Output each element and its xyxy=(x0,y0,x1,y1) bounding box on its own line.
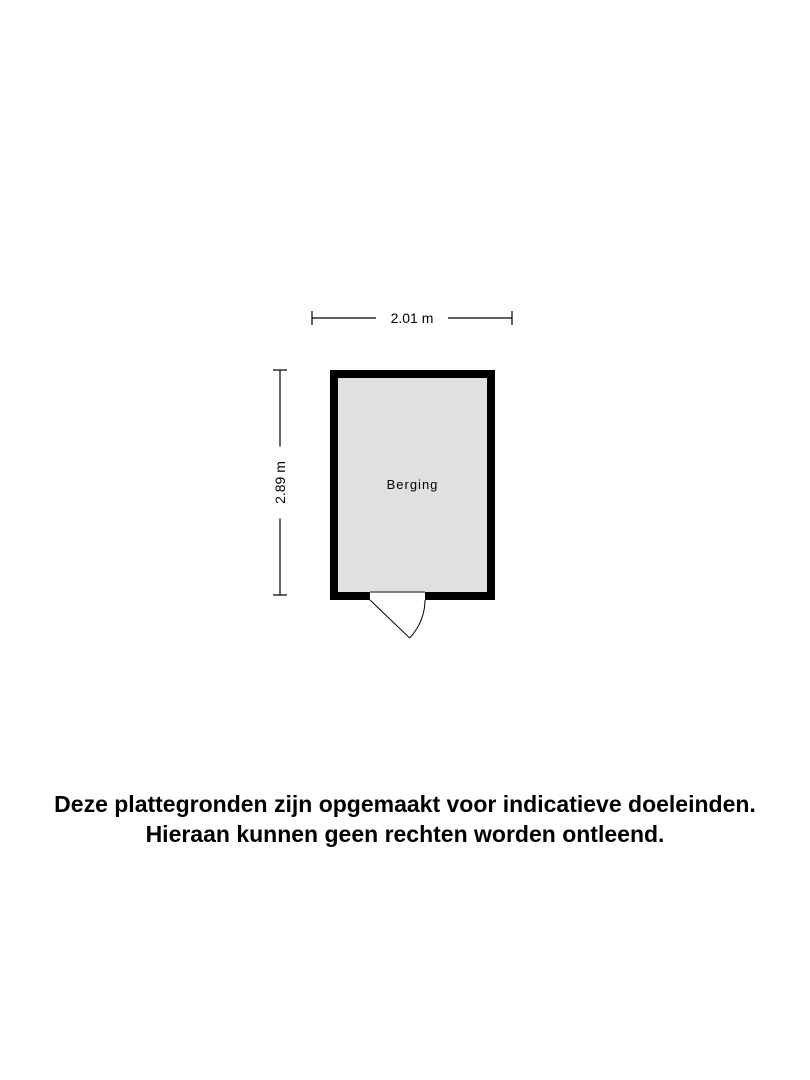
disclaimer-line2: Hieraan kunnen geen rechten worden ontle… xyxy=(146,821,665,847)
floorplan-canvas: Berging 2.01 m 2.89 m Deze plattegronden z… xyxy=(0,0,810,1080)
svg-text:2.89 m: 2.89 m xyxy=(272,461,288,504)
svg-text:2.01 m: 2.01 m xyxy=(391,310,434,326)
disclaimer-text: Deze plattegronden zijn opgemaakt voor i… xyxy=(0,790,810,850)
disclaimer-line1: Deze plattegronden zijn opgemaakt voor i… xyxy=(54,791,756,817)
floorplan-svg: Berging 2.01 m 2.89 m xyxy=(0,0,810,1080)
svg-text:Berging: Berging xyxy=(387,477,439,492)
